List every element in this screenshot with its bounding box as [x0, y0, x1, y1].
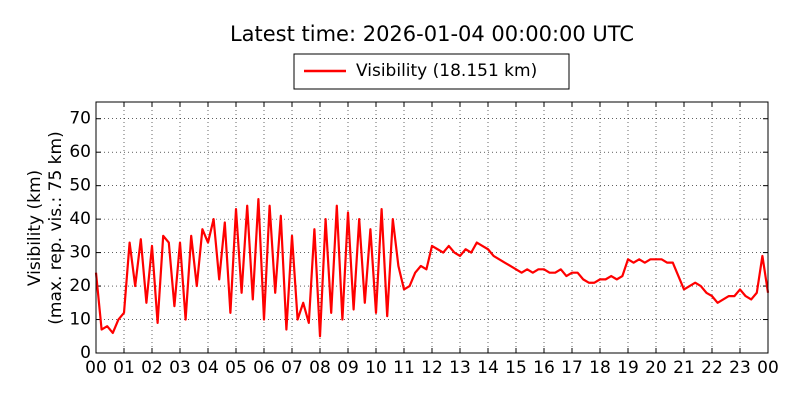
x-tick-label: 03: [169, 358, 191, 378]
x-tick-label: 18: [589, 358, 611, 378]
x-tick-label: 13: [449, 358, 471, 378]
x-tick-label: 09: [337, 358, 359, 378]
x-tick-label: 20: [645, 358, 667, 378]
x-tick-label: 05: [225, 358, 247, 378]
x-tick-label: 08: [309, 358, 331, 378]
x-tick-label: 02: [141, 358, 163, 378]
y-tick-label: 60: [69, 142, 91, 162]
y-tick-label: 30: [69, 243, 91, 263]
x-tick-label: 07: [281, 358, 303, 378]
y-tick-label: 50: [69, 176, 91, 196]
x-tick-label: 10: [365, 358, 387, 378]
y-axis-label: Visibility (km): [25, 170, 45, 286]
x-tick-label: 15: [505, 358, 527, 378]
x-tick-label: 06: [253, 358, 275, 378]
y-tick-label: 70: [69, 109, 91, 129]
x-tick-label: 00: [85, 358, 107, 378]
y-tick-label: 0: [80, 343, 91, 363]
data-line: [94, 197, 770, 338]
x-tick-label: 01: [113, 358, 135, 378]
x-tick-label: 00: [757, 358, 779, 378]
x-tick-label: 22: [701, 358, 723, 378]
x-tick-label: 14: [477, 358, 499, 378]
legend-label: Visibility (18.151 km): [356, 61, 537, 81]
y-tick-label: 20: [69, 276, 91, 296]
x-tick-label: 04: [197, 358, 219, 378]
x-tick-label: 23: [729, 358, 751, 378]
x-tick-label: 21: [673, 358, 695, 378]
x-tick-label: 17: [561, 358, 583, 378]
y-axis-label: (max. rep. vis.: 75 km): [46, 131, 66, 324]
x-tick-label: 16: [533, 358, 555, 378]
chart-title: Latest time: 2026-01-04 00:00:00 UTC: [230, 22, 634, 46]
y-tick-label: 40: [69, 209, 91, 229]
y-tick-label: 10: [69, 310, 91, 330]
x-tick-label: 11: [393, 358, 415, 378]
x-tick-label: 19: [617, 358, 639, 378]
plot-frame: [95, 101, 769, 354]
x-tick-label: 12: [421, 358, 443, 378]
